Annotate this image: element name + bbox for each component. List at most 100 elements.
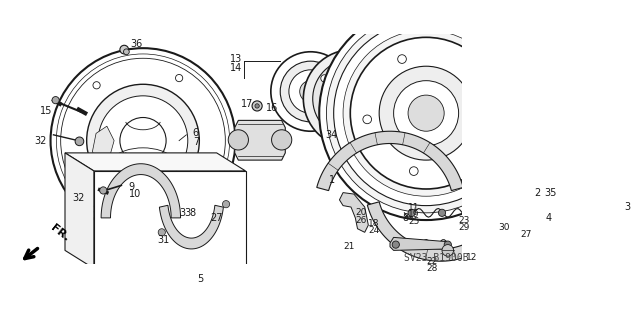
Circle shape: [442, 245, 454, 256]
Circle shape: [223, 201, 230, 208]
Circle shape: [303, 50, 401, 148]
Circle shape: [51, 48, 236, 233]
Text: SV23 B1900B: SV23 B1900B: [404, 253, 469, 263]
Circle shape: [100, 187, 107, 194]
Circle shape: [280, 61, 341, 122]
Circle shape: [93, 82, 100, 89]
Text: 26: 26: [355, 216, 367, 225]
Text: 16: 16: [266, 103, 278, 113]
Circle shape: [473, 138, 482, 147]
Text: 11: 11: [408, 203, 420, 211]
Polygon shape: [317, 131, 463, 191]
Text: 8: 8: [189, 208, 195, 218]
Bar: [156, 230, 168, 246]
Text: 35: 35: [544, 188, 557, 197]
Text: 30: 30: [499, 223, 510, 232]
Text: 9: 9: [129, 182, 134, 192]
Circle shape: [562, 173, 594, 205]
Text: 33: 33: [179, 208, 191, 218]
Polygon shape: [92, 126, 132, 184]
Circle shape: [52, 97, 60, 104]
Text: 22: 22: [426, 257, 437, 266]
Circle shape: [75, 137, 84, 146]
Polygon shape: [65, 153, 94, 269]
Circle shape: [363, 115, 372, 124]
Circle shape: [252, 101, 262, 111]
Circle shape: [321, 75, 328, 82]
Circle shape: [313, 59, 392, 138]
Text: 19: 19: [408, 210, 420, 219]
Text: 28: 28: [426, 264, 438, 273]
Polygon shape: [94, 171, 246, 269]
Circle shape: [326, 13, 526, 213]
Circle shape: [202, 173, 209, 180]
Circle shape: [408, 209, 415, 217]
Circle shape: [300, 81, 321, 102]
Text: 5: 5: [198, 274, 204, 284]
Text: 12: 12: [466, 253, 477, 262]
Circle shape: [343, 30, 509, 196]
Circle shape: [601, 180, 627, 206]
Circle shape: [166, 194, 180, 209]
Text: 10: 10: [129, 189, 141, 199]
Circle shape: [337, 83, 369, 115]
Text: 29: 29: [459, 223, 470, 232]
Circle shape: [392, 241, 399, 248]
Circle shape: [466, 69, 474, 78]
Text: 15: 15: [40, 106, 52, 116]
Text: 31: 31: [157, 234, 170, 245]
Circle shape: [271, 130, 292, 150]
Circle shape: [345, 92, 360, 106]
Circle shape: [569, 180, 586, 198]
Text: 8: 8: [403, 213, 409, 223]
Polygon shape: [235, 120, 285, 160]
Circle shape: [360, 62, 367, 69]
Circle shape: [438, 209, 445, 217]
Circle shape: [321, 115, 328, 123]
Circle shape: [98, 96, 188, 185]
Text: 27: 27: [520, 230, 531, 239]
Text: 1: 1: [328, 174, 335, 185]
Text: 7: 7: [193, 137, 199, 147]
Circle shape: [103, 200, 111, 207]
Text: 25: 25: [408, 217, 419, 226]
Text: 21: 21: [343, 242, 355, 251]
Circle shape: [410, 167, 418, 175]
Text: 36: 36: [130, 39, 142, 49]
Circle shape: [379, 66, 473, 160]
Text: 3: 3: [625, 202, 631, 212]
Circle shape: [574, 185, 581, 193]
Circle shape: [545, 180, 556, 191]
Circle shape: [228, 130, 248, 150]
Circle shape: [170, 198, 177, 205]
Circle shape: [397, 55, 406, 63]
Text: 20: 20: [355, 208, 367, 217]
Bar: [221, 201, 231, 216]
Circle shape: [255, 104, 259, 108]
Text: 13: 13: [230, 54, 242, 64]
Polygon shape: [65, 153, 246, 171]
Circle shape: [271, 52, 350, 131]
Text: 18: 18: [369, 219, 380, 228]
Text: 6: 6: [193, 128, 199, 138]
Text: 27: 27: [211, 213, 223, 223]
Circle shape: [444, 241, 451, 248]
Text: FR.: FR.: [49, 222, 70, 243]
Text: 32: 32: [72, 193, 84, 204]
Circle shape: [56, 54, 230, 227]
Circle shape: [326, 112, 334, 121]
Circle shape: [383, 95, 391, 102]
Circle shape: [360, 128, 367, 135]
Circle shape: [408, 95, 444, 131]
Text: 17: 17: [241, 99, 253, 109]
Circle shape: [319, 6, 533, 220]
Text: 23: 23: [459, 216, 470, 225]
Text: 2: 2: [534, 188, 541, 197]
Circle shape: [350, 37, 502, 189]
Text: 14: 14: [230, 63, 242, 73]
Circle shape: [394, 81, 459, 146]
Polygon shape: [390, 237, 448, 250]
Circle shape: [175, 74, 183, 82]
Circle shape: [61, 58, 225, 223]
Circle shape: [86, 84, 199, 197]
